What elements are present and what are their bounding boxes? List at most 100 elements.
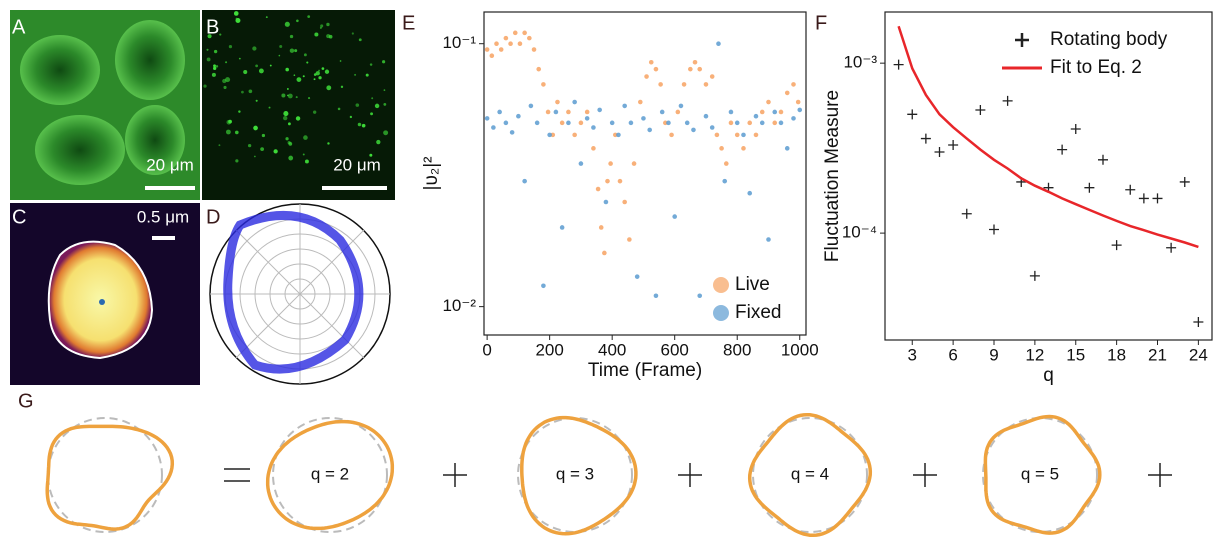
punctum bbox=[320, 24, 324, 28]
punctum bbox=[361, 123, 366, 128]
legend-marker bbox=[1015, 33, 1029, 47]
point bbox=[728, 109, 734, 115]
point bbox=[772, 109, 778, 115]
point bbox=[631, 161, 637, 166]
x-tick-label: 600 bbox=[661, 340, 689, 359]
punctum bbox=[218, 144, 221, 147]
point bbox=[791, 82, 796, 87]
point bbox=[709, 125, 715, 130]
contour bbox=[983, 414, 1102, 535]
point bbox=[709, 74, 715, 79]
punctum bbox=[351, 32, 354, 35]
punctum bbox=[219, 33, 222, 36]
contour bbox=[45, 424, 175, 531]
punctum bbox=[340, 85, 344, 89]
point bbox=[638, 99, 643, 105]
point bbox=[608, 161, 613, 166]
point bbox=[728, 120, 734, 126]
point bbox=[653, 66, 659, 72]
point bbox=[591, 146, 596, 151]
punctum bbox=[228, 119, 232, 124]
punctum bbox=[383, 130, 389, 136]
point bbox=[784, 90, 790, 96]
punctum bbox=[253, 125, 258, 131]
point bbox=[509, 130, 515, 135]
punctum bbox=[203, 84, 207, 88]
punctum bbox=[294, 49, 298, 53]
point bbox=[566, 120, 571, 126]
point bbox=[541, 283, 546, 289]
x-tick-label: 800 bbox=[723, 340, 751, 359]
point bbox=[1098, 154, 1108, 165]
x-tick-label: 6 bbox=[948, 345, 957, 364]
punctum bbox=[302, 75, 305, 78]
point bbox=[672, 214, 677, 219]
point bbox=[622, 103, 627, 109]
point bbox=[948, 139, 959, 150]
punctum bbox=[365, 73, 369, 77]
point bbox=[572, 132, 577, 138]
point bbox=[975, 105, 986, 116]
point bbox=[778, 120, 784, 126]
panel-label: E bbox=[402, 12, 415, 34]
punctum bbox=[307, 15, 311, 18]
point bbox=[512, 30, 518, 36]
point bbox=[622, 199, 627, 205]
point bbox=[920, 133, 931, 144]
punctum bbox=[206, 48, 209, 51]
x-tick-label: 200 bbox=[535, 340, 563, 359]
punctum bbox=[371, 97, 374, 100]
point bbox=[517, 41, 523, 47]
punctum bbox=[313, 78, 316, 81]
punctum bbox=[288, 122, 291, 126]
point bbox=[584, 109, 590, 115]
point bbox=[653, 293, 659, 299]
point bbox=[559, 120, 565, 126]
panel-label: B bbox=[206, 16, 219, 38]
punctum bbox=[207, 34, 212, 39]
point bbox=[572, 99, 577, 105]
punctum bbox=[383, 89, 386, 92]
point bbox=[681, 82, 687, 87]
point bbox=[791, 116, 796, 121]
punctum bbox=[306, 61, 309, 64]
panel-label: D bbox=[206, 206, 220, 228]
punctum bbox=[324, 69, 330, 74]
point bbox=[989, 224, 999, 235]
punctum bbox=[223, 85, 227, 90]
punctum bbox=[215, 65, 219, 68]
point bbox=[961, 208, 972, 219]
legend-marker bbox=[713, 277, 729, 293]
punctum bbox=[235, 159, 239, 163]
point bbox=[647, 127, 652, 133]
point bbox=[1002, 95, 1013, 106]
punctum bbox=[312, 110, 317, 114]
point bbox=[578, 161, 584, 166]
reference-circle bbox=[47, 417, 163, 533]
point bbox=[766, 237, 771, 242]
point bbox=[516, 113, 521, 119]
point bbox=[508, 41, 513, 47]
punctum bbox=[235, 17, 238, 20]
plot-frame bbox=[884, 11, 1213, 341]
point bbox=[497, 109, 502, 115]
punctum bbox=[349, 115, 353, 119]
reference-circle bbox=[982, 417, 1098, 533]
point bbox=[527, 35, 532, 41]
point bbox=[503, 120, 509, 126]
point bbox=[547, 132, 552, 138]
point bbox=[1193, 316, 1204, 327]
x-tick-label: 12 bbox=[1025, 345, 1044, 364]
point bbox=[1084, 182, 1095, 193]
point bbox=[503, 35, 509, 41]
point bbox=[658, 82, 663, 87]
point bbox=[603, 199, 609, 205]
point bbox=[584, 116, 590, 121]
punctum bbox=[268, 106, 271, 109]
mode-label: q = 4 bbox=[791, 464, 829, 483]
point bbox=[714, 132, 720, 138]
point bbox=[734, 120, 740, 126]
punctum bbox=[370, 112, 374, 116]
point bbox=[784, 146, 790, 151]
point bbox=[1111, 240, 1122, 251]
